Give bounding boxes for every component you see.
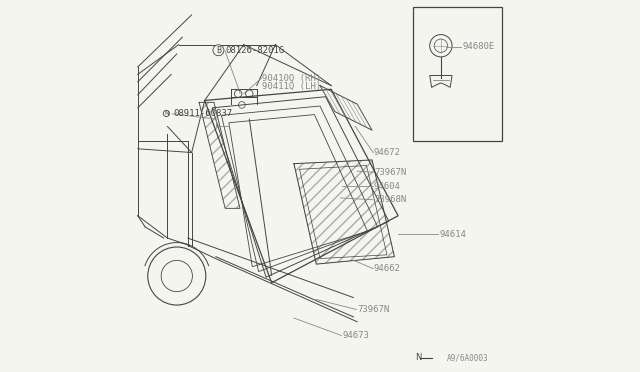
Text: 94673: 94673 [342, 331, 369, 340]
Text: 94680E: 94680E [462, 42, 494, 51]
Text: 08911-60837: 08911-60837 [173, 109, 232, 118]
Text: 94672: 94672 [374, 148, 401, 157]
Text: N: N [164, 111, 169, 116]
Text: 73968N: 73968N [374, 195, 406, 204]
Text: 94604: 94604 [374, 182, 401, 190]
Text: N: N [415, 353, 421, 362]
Text: 73967N: 73967N [357, 305, 390, 314]
Text: B: B [216, 46, 221, 55]
Text: A9/6A0003: A9/6A0003 [447, 353, 488, 362]
Text: 08126-8201G: 08126-8201G [225, 46, 284, 55]
Text: 94614: 94614 [439, 230, 466, 239]
FancyBboxPatch shape [413, 7, 502, 141]
Text: 90410Q (RH): 90410Q (RH) [262, 74, 321, 83]
Text: 94662: 94662 [374, 264, 401, 273]
Text: 73967N: 73967N [374, 168, 406, 177]
Text: 90411Q (LH): 90411Q (LH) [262, 82, 321, 91]
